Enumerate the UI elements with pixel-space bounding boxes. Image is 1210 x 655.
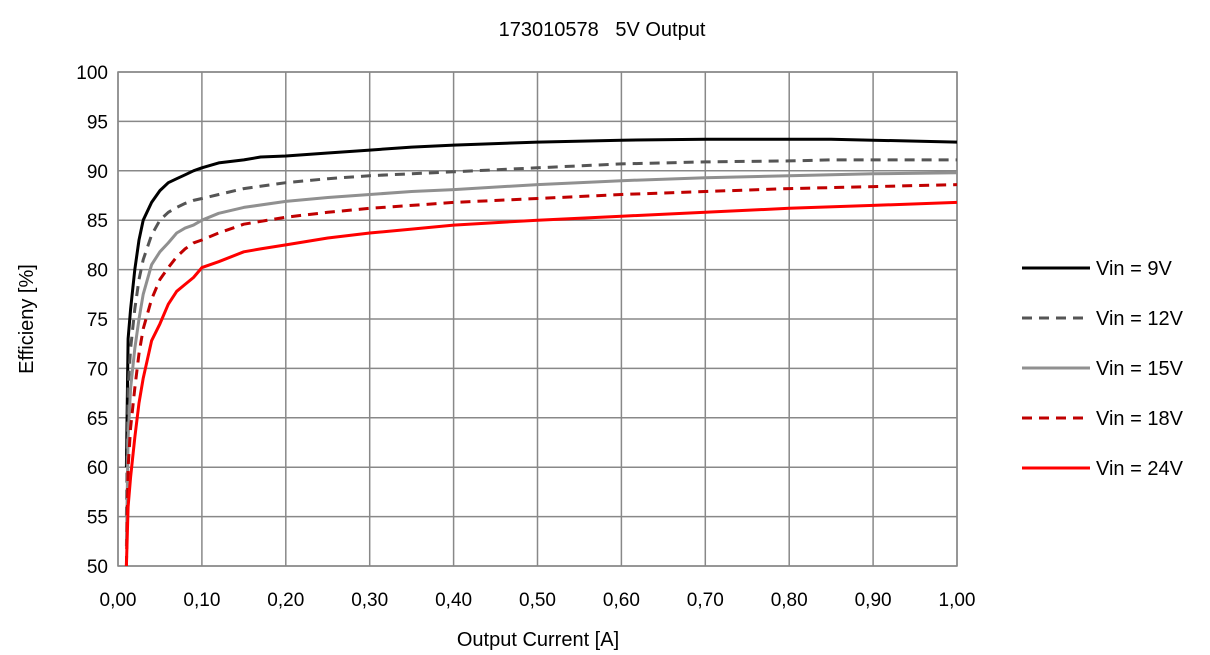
x-tick-label: 0,60 [603,590,640,611]
y-tick-label: 85 [87,211,108,232]
y-tick-label: 70 [87,359,108,380]
y-tick-label: 75 [87,310,108,331]
y-tick-label: 90 [87,162,108,183]
x-tick-label: 0,30 [351,590,388,611]
series-line-vin-15v [124,171,958,547]
y-tick-label: 60 [87,458,108,479]
legend-label-vin-12v: Vin = 12V [1096,308,1184,330]
y-tick-label: 65 [87,409,108,430]
y-tick-label: 95 [87,112,108,133]
series-line-vin-12v [124,158,957,517]
series-line-vin-24v [124,200,958,567]
y-tick-label: 100 [76,63,108,84]
grid-lines [117,71,958,567]
y-axis-ticks: 50 55 60 65 70 75 80 85 90 95 100 [76,63,108,578]
x-tick-label: 0,20 [267,590,304,611]
y-tick-label: 55 [87,508,108,529]
legend-label-vin-24v: Vin = 24V [1096,458,1184,480]
y-axis-title: Efficieny [%] [16,264,38,374]
legend-label-vin-9v: Vin = 9V [1096,258,1172,280]
x-axis-ticks: 0,00 0,10 0,20 0,30 0,40 0,50 0,60 0,70 0,80 0,90… [100,590,976,611]
y-tick-label: 50 [87,557,108,578]
x-tick-label: 1,00 [939,590,976,611]
legend-label-vin-15v: Vin = 15V [1096,358,1184,380]
x-axis-title: Output Current [A] [457,629,619,651]
legend: Vin = 9V Vin = 12V Vin = 15V Vin = 18V Vin =… [1022,258,1184,480]
x-tick-label: 0,80 [771,590,808,611]
plot-frame [117,71,958,567]
x-tick-label: 0,70 [687,590,724,611]
legend-label-vin-18v: Vin = 18V [1096,408,1184,430]
x-tick-label: 0,50 [519,590,556,611]
x-tick-label: 0,00 [100,590,137,611]
x-tick-label: 0,90 [855,590,892,611]
chart-title: 173010578 5V Output [499,19,706,41]
series-line-vin-18v [124,183,958,567]
y-tick-label: 80 [87,261,108,282]
series-lines [124,137,958,567]
x-tick-label: 0,40 [435,590,472,611]
x-tick-label: 0,10 [183,590,220,611]
series-line-vin-9v [124,137,958,468]
